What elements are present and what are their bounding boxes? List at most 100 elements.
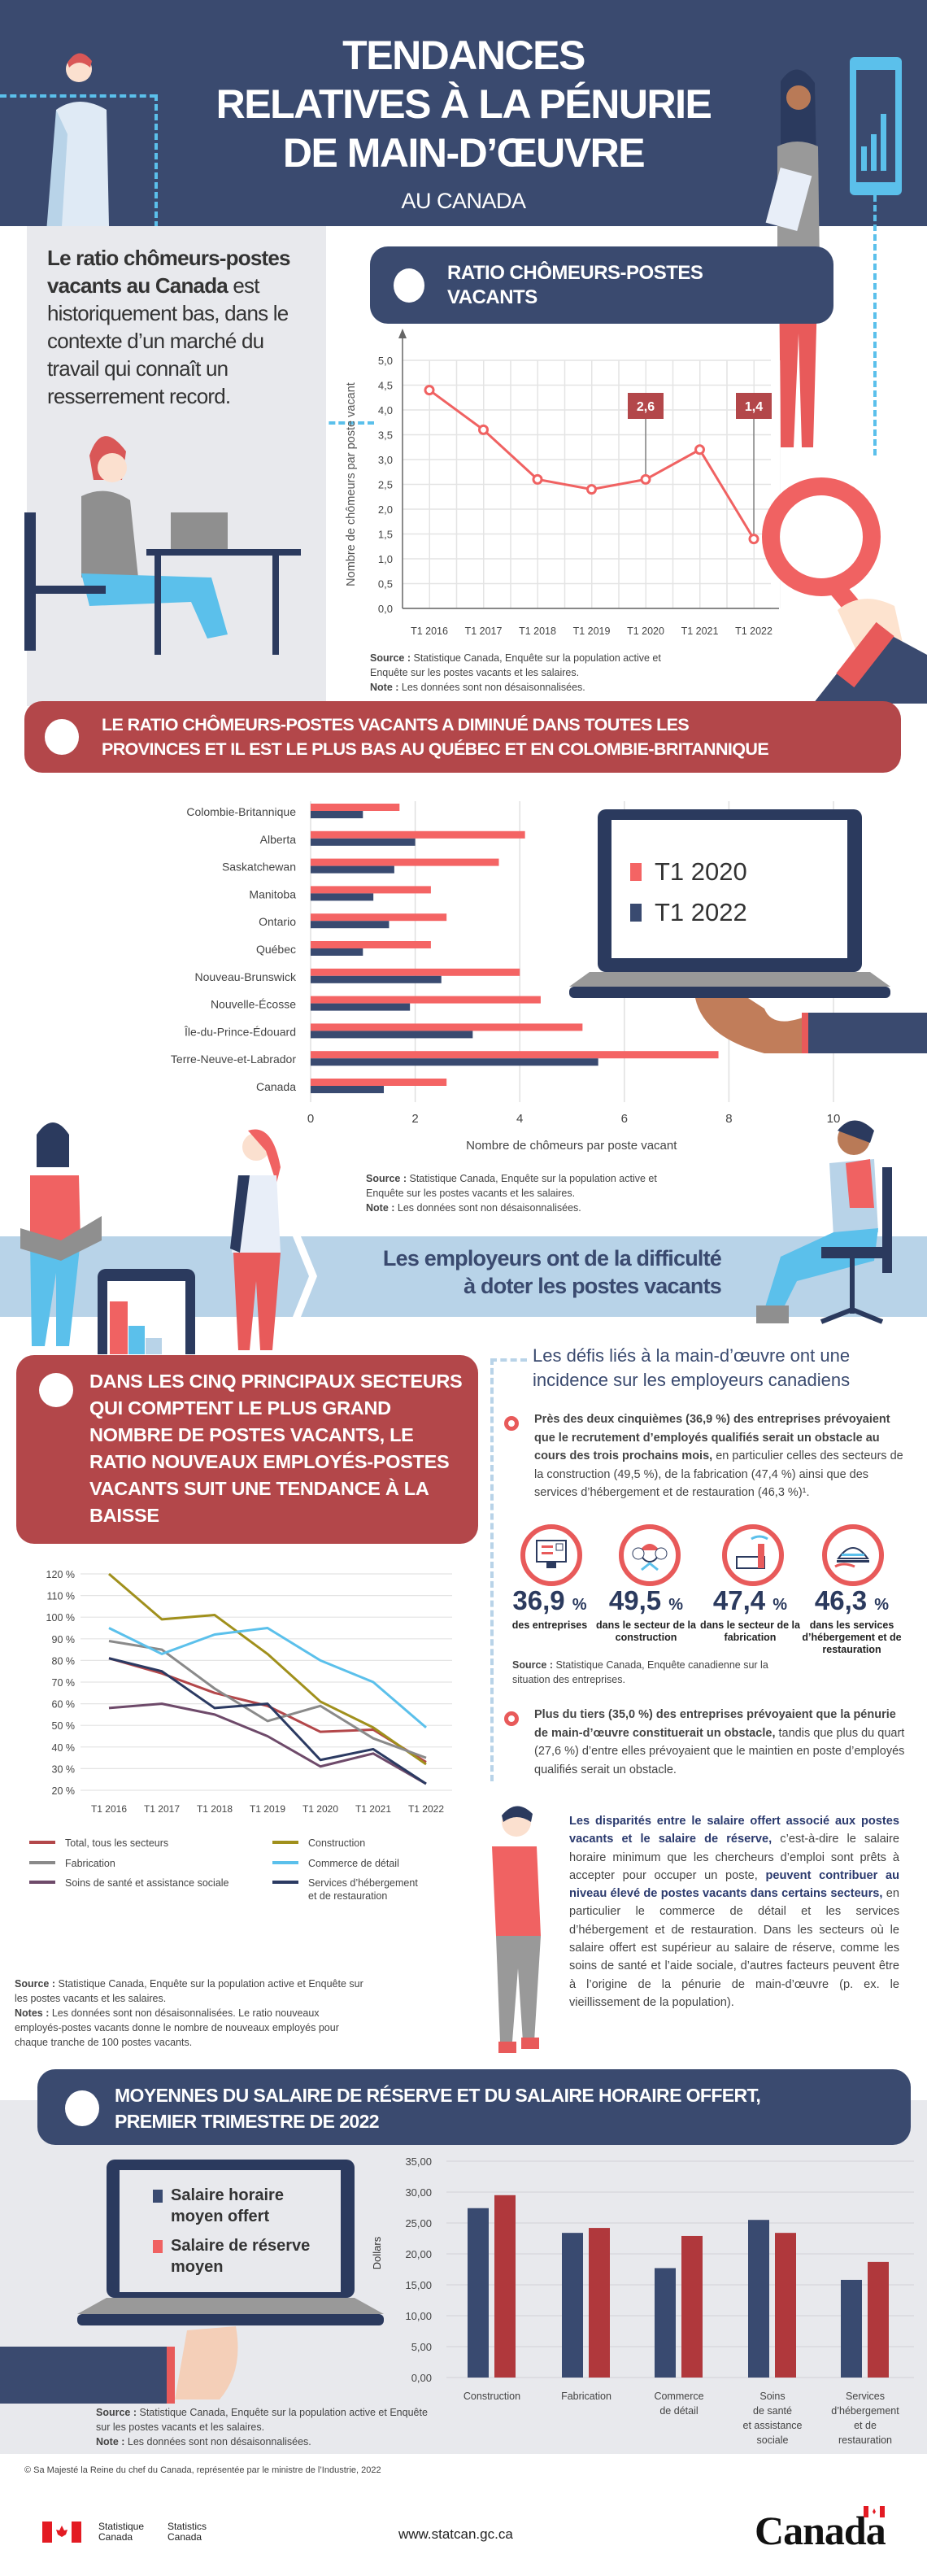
x-tick-label: T1 2022: [735, 625, 772, 637]
notes-label: Notes :: [15, 2007, 50, 2019]
section-header-provinces: LE RATIO CHÔMEURS-POSTES VACANTS A DIMIN…: [24, 701, 901, 773]
x-tick-label: Commerce: [654, 2391, 703, 2402]
y-tick-label: 2,0: [378, 503, 393, 516]
callout-box: [736, 393, 772, 419]
source-text: Statistique Canada, Enquête sur la popul…: [15, 1978, 363, 2004]
series-line: [108, 1657, 427, 1763]
category-label: Canada: [256, 1080, 296, 1093]
x-tick-label: restauration: [838, 2434, 892, 2446]
bullet-dot: [65, 2090, 99, 2126]
bar-t1-2022: [311, 1003, 411, 1011]
title-line: DE MAIN-D’ŒUVRE: [282, 130, 646, 176]
y-axis-label: Dollars: [371, 2236, 383, 2269]
stat-46-3: 46,3 % dans les services d’hébergement et…: [801, 1586, 903, 1656]
x-tick-label: de santé: [753, 2405, 792, 2417]
stat-icon-computer: [520, 1524, 582, 1586]
x-tick-label: de détail: [659, 2405, 698, 2417]
woman-at-laptop-illustration: [24, 436, 301, 655]
stat-unit: %: [668, 1596, 684, 1614]
series-line: [108, 1702, 427, 1785]
section-title-line: MOYENNES DU SALAIRE DE RÉSERVE ET DU SAL…: [115, 2085, 761, 2106]
x-tick-label: Fabrication: [561, 2391, 611, 2402]
legend-label: moyen: [171, 2258, 224, 2276]
y-tick-label: 3,0: [378, 454, 393, 466]
callout-label: 1,4: [745, 400, 763, 414]
website-link[interactable]: www.statcan.gc.ca: [398, 2526, 513, 2542]
bar-reservation-wage: [494, 2195, 516, 2378]
legend-label: moyen offert: [171, 2208, 270, 2225]
series-line: [108, 1627, 427, 1728]
x-tick-label: Construction: [464, 2391, 520, 2402]
bar-t1-2022: [311, 838, 416, 846]
y-tick-label: 5,00: [411, 2341, 432, 2353]
chart-legend-wages: Salaire horaire moyen offert Salaire de r…: [153, 2185, 310, 2277]
dashed-line: [0, 94, 156, 98]
bar-t1-2022: [311, 975, 442, 983]
data-point: [478, 424, 489, 435]
tablet-chart-icon: [850, 57, 902, 195]
x-tick-label: Services: [846, 2391, 885, 2402]
source-note-defis: Source : Statistique Canada, Enquête can…: [512, 1658, 772, 1687]
note-label: Note :: [96, 2436, 125, 2447]
dashed-divider: [490, 1358, 494, 1781]
y-tick-label: 4,5: [378, 380, 393, 392]
y-tick-label: 60 %: [52, 1699, 76, 1711]
bullet-text: en particulier celles des secteurs de la…: [534, 1449, 903, 1499]
section-title-line: RATIO CHÔMEURS-POSTES: [447, 262, 703, 284]
category-label: Île-du-Prince-Édouard: [184, 1025, 296, 1038]
legend-label-line: Services d’hébergement: [308, 1877, 418, 1889]
stat-label: dans le secteur de la fabrication: [700, 1619, 800, 1643]
bar-reservation-wage: [589, 2228, 610, 2378]
bullet-dot: [45, 719, 79, 755]
y-tick-label: 30,00: [405, 2186, 432, 2199]
y-tick-label: 1,0: [378, 553, 393, 565]
stat-icon-factory: [722, 1524, 784, 1586]
y-tick-label: 0,0: [378, 603, 393, 615]
stat-unit: %: [572, 1596, 587, 1614]
y-axis-arrow-icon: [398, 329, 407, 338]
legend-label: Total, tous les secteurs: [65, 1837, 168, 1849]
intro-bold: Le ratio chômeurs-postes vacants au Cana…: [47, 246, 290, 298]
wage-disparity-paragraph: Les disparités entre le salaire offert a…: [569, 1812, 899, 2012]
bar-t1-2020: [311, 913, 447, 922]
y-tick-label: 80 %: [52, 1655, 76, 1667]
source-text: Statistique Canada, Enquête sur la popul…: [370, 652, 661, 678]
x-tick-label: T1 2018: [519, 625, 556, 637]
agency-fr-line: Canada: [98, 2531, 133, 2543]
disparity-bold: Les disparités entre le salaire offert a…: [569, 1815, 899, 1846]
disparity-text: c’est-à-dire le salaire horaire minimum …: [569, 1833, 899, 1882]
bar-t1-2020: [311, 804, 400, 811]
note-text: Les données sont non désaisonnalisées.: [124, 2436, 311, 2447]
y-tick-label: 50 %: [52, 1720, 76, 1732]
x-tick-label: T1 2021: [355, 1803, 391, 1815]
bar-t1-2020: [311, 941, 431, 948]
y-tick-label: 100 %: [46, 1612, 75, 1624]
section-title-line: PREMIER TRIMESTRE DE 2022: [115, 2111, 380, 2132]
stat-label: dans les services d’hébergement et de re…: [802, 1619, 902, 1655]
employers-band-text: Les employeurs ont de la difficulté à do…: [366, 1244, 722, 1300]
band-line: Les employeurs ont de la difficulté: [382, 1246, 722, 1271]
legend-item: Salaire horaire moyen offert: [153, 2185, 310, 2227]
note-text: Les données sont non désaisonnalisées.: [394, 1202, 581, 1214]
bar-reservation-wage: [681, 2235, 703, 2378]
callout-label: 2,6: [637, 400, 655, 414]
bar-t1-2020: [311, 1051, 719, 1059]
source-note-4: Source : Statistique Canada, Enquête sur…: [96, 2405, 437, 2449]
food-cloche-icon: [822, 1524, 884, 1586]
provinces-bar-chart: 0 2 4 6 8 10 Colombie-Britannique Alberta Saskat…: [171, 801, 840, 1153]
y-tick-label: 0,00: [411, 2372, 432, 2384]
category-label: Saskatchewan: [222, 861, 296, 874]
source-note-2: Source : Statistique Canada, Enquête sur…: [366, 1171, 691, 1215]
stat-unit: %: [772, 1596, 788, 1614]
wordmark-flag-icon: [864, 2506, 885, 2517]
section-title: DANS LES CINQ PRINCIPAUX SECTEURS QUI CO…: [89, 1371, 463, 1526]
section-header-ratio: RATIO CHÔMEURS-POSTES VACANTS: [370, 246, 833, 324]
section-title-line: VACANTS: [447, 286, 537, 308]
x-tick-label: T1 2016: [411, 625, 448, 637]
source-note-3: Source : Statistique Canada, Enquête sur…: [15, 1977, 364, 2050]
bar-t1-2020: [311, 1079, 447, 1086]
page-title: TENDANCES RELATIVES À LA PÉNURIE DE MAIN…: [163, 31, 764, 177]
people-with-phone-chart-illustration: [20, 1122, 281, 1354]
y-tick-label: 20,00: [405, 2248, 432, 2260]
note-text: Les données sont non désaisonnalisées.: [398, 682, 585, 693]
